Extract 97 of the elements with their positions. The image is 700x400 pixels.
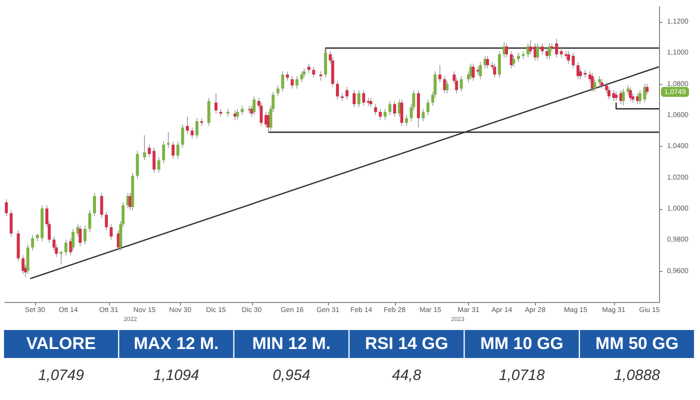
candlestick [226,108,230,118]
candlestick [260,102,263,126]
candlestick [352,90,356,108]
category-label: VALORE [26,334,96,353]
candlestick [22,254,25,274]
candlestick [512,55,516,68]
candlestick [505,42,508,58]
text: 0,954 [272,367,310,384]
candlestick [560,48,563,58]
candlestick [195,118,198,139]
candlestick [576,62,580,80]
candlestick [162,141,166,164]
candlestick [214,92,218,114]
candlestick [443,76,446,94]
candlestick [400,99,404,126]
candlestick [548,42,551,60]
candlestick [472,63,475,82]
candlestick [540,42,544,55]
candlestick [290,76,294,89]
candlestick [536,42,540,61]
candlestick [88,210,92,232]
candlestick [176,141,180,160]
candlestick [374,104,378,116]
candlestick [593,78,596,92]
candlestick [207,98,210,126]
text: 1,1094 [153,367,200,384]
candlestick [572,52,575,69]
candlestick [422,108,425,122]
candlestick [622,88,625,106]
candlestick [240,105,244,116]
candlestick [93,192,96,217]
candlestick [276,85,280,97]
candlestick [345,86,348,100]
text: 1,0718 [498,367,545,384]
candlestick [369,98,372,108]
candlestick [498,50,501,78]
candlestick [157,156,160,174]
candlestick [186,116,189,134]
candlestick [110,224,113,240]
candlestick [516,52,520,62]
category-label: MIN 12 M. [252,334,331,353]
candlestick [486,55,490,69]
candlestick [336,80,339,100]
candlestick [26,244,30,274]
candlestick [252,96,256,116]
candlestick [143,134,146,161]
candlestick [493,63,496,78]
candlestick [460,76,463,92]
candlestick [300,71,304,83]
candlestick [393,100,396,118]
candlestick [60,250,63,266]
candlestick [426,99,430,116]
candlestick [64,239,68,256]
candlestick [104,211,108,231]
candlestick [446,80,449,94]
text: 1,0888 [614,367,660,384]
candlestick [384,108,387,120]
category-label: RSI 14 GG [365,334,448,353]
candlestick [528,40,532,55]
candlestick [302,68,306,78]
candlestick [600,78,604,89]
candlestick [378,108,382,120]
candlestick [324,48,328,78]
candlestick [628,86,632,102]
candlestick [10,210,13,237]
candlestick [172,141,175,160]
candlestick [405,114,408,126]
candlestick [319,71,322,82]
text: 1,0749 [38,367,84,384]
candlestick [307,63,310,74]
candlestick [362,90,366,106]
candlestick [78,225,82,246]
category-label: MM 10 GG [480,334,564,353]
candlestick [438,64,442,83]
candlestick [31,234,34,251]
candlestick [388,100,392,116]
candlestick [295,76,298,89]
candlestick [357,90,360,108]
candlestick [4,198,8,217]
category-label: MM 50 GG [595,334,679,353]
candlestick [100,192,104,218]
text: 44,8 [392,367,422,384]
candlestick [312,66,316,78]
candlestick [236,108,239,120]
candlestick [566,50,570,64]
category-label: MAX 12 M. [134,334,219,353]
candlestick [598,76,601,86]
candlestick [166,132,170,148]
candlestick [478,62,482,80]
candlestick [136,150,139,180]
candlestick [281,71,284,92]
candlestick [286,71,289,82]
candlestick [181,124,184,148]
candlestick [614,91,618,102]
candlestick [83,225,86,245]
candlestick [190,127,194,139]
candlestick [526,42,530,58]
